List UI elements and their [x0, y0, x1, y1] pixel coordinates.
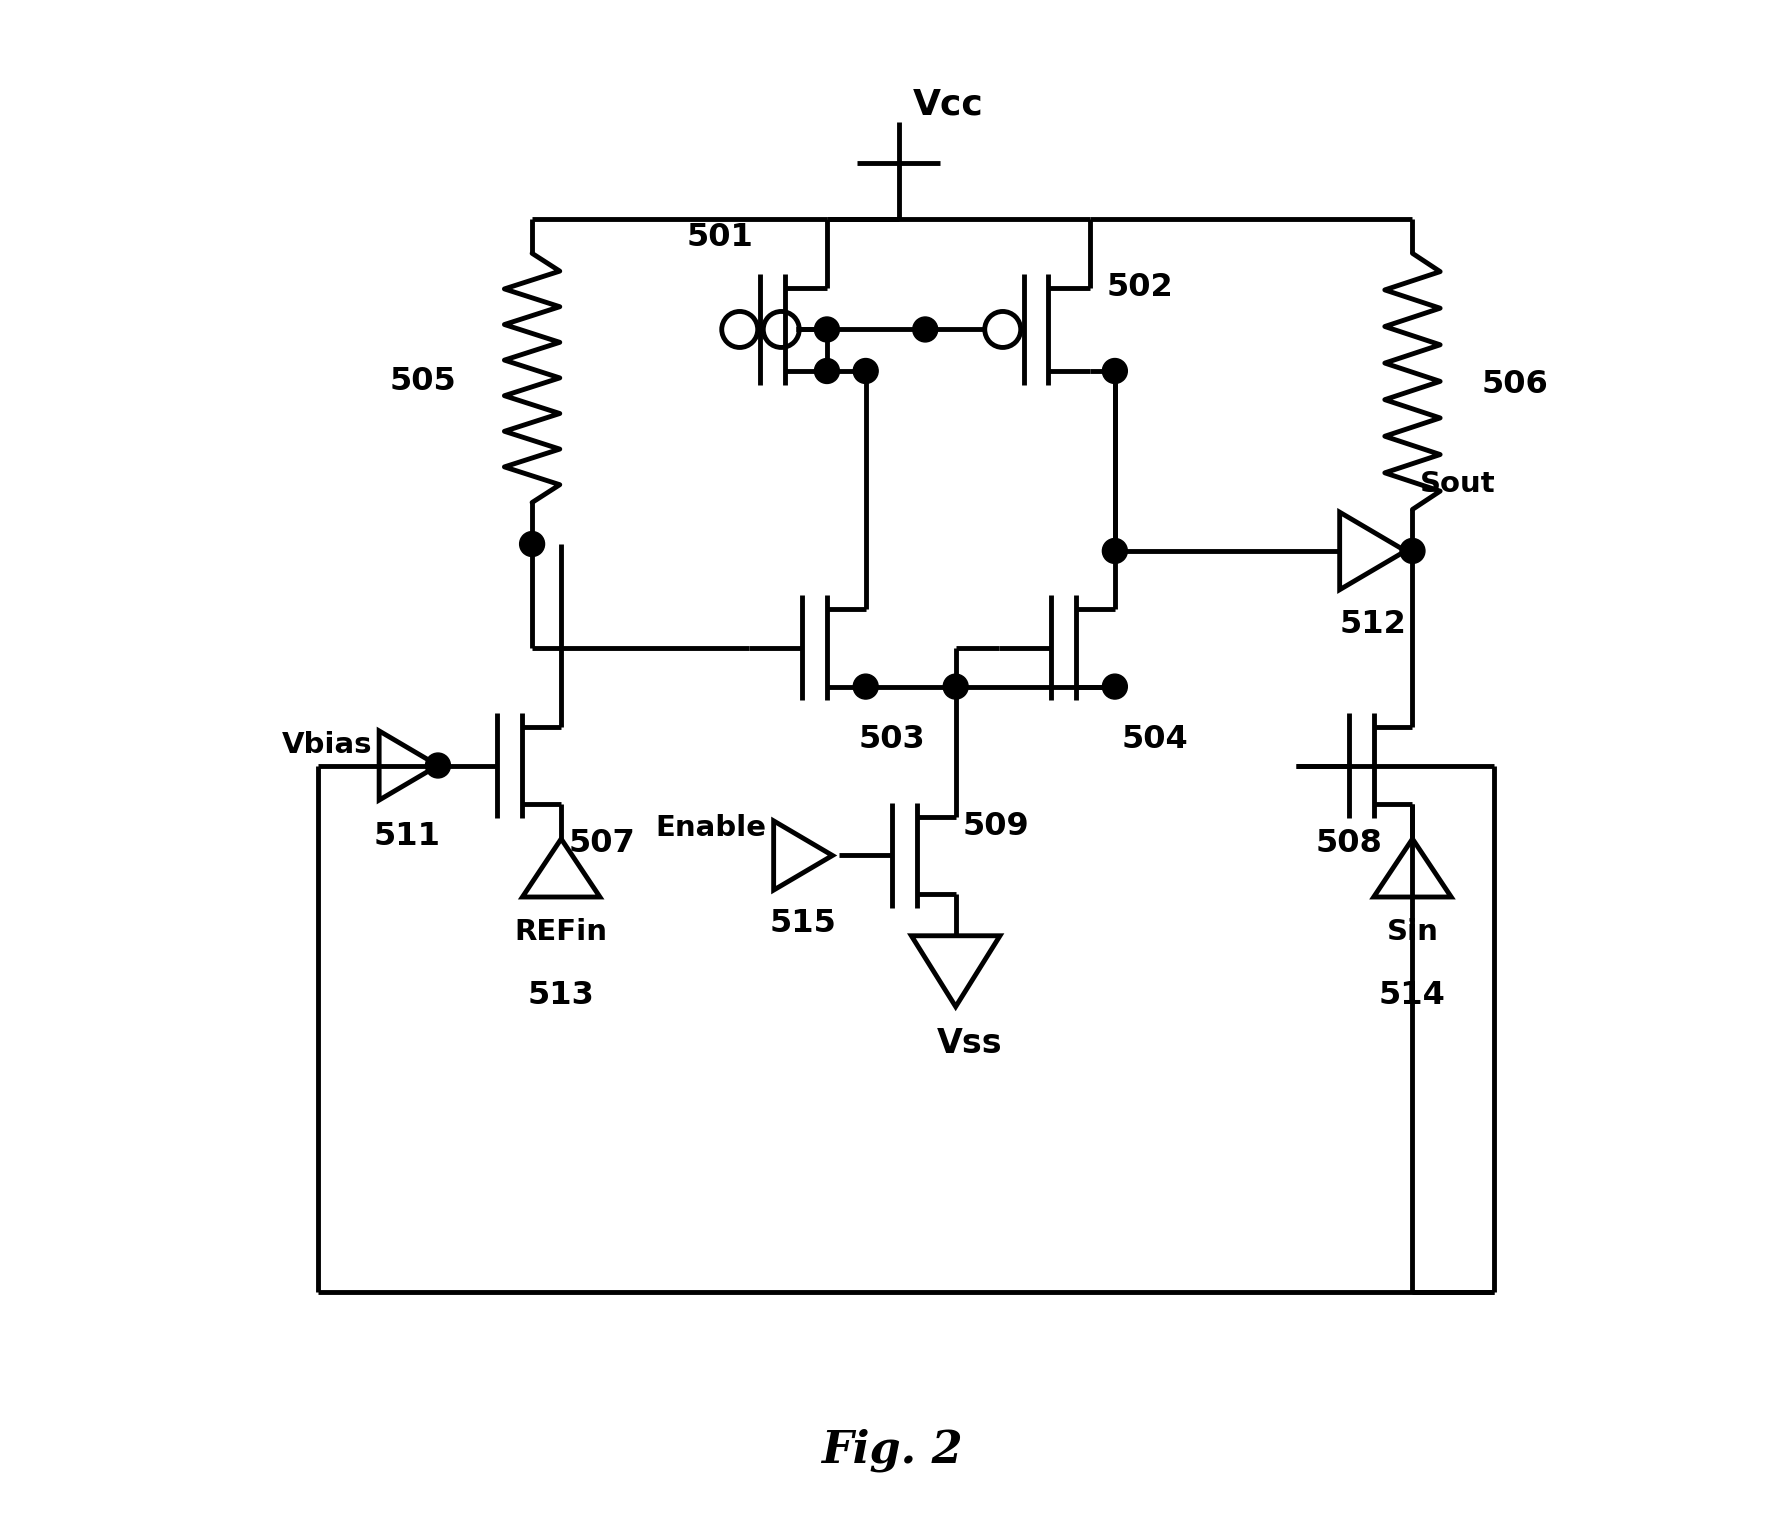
- Circle shape: [853, 358, 878, 383]
- Text: 506: 506: [1483, 369, 1549, 400]
- Text: 513: 513: [528, 980, 594, 1010]
- Circle shape: [815, 317, 840, 341]
- Circle shape: [1103, 539, 1127, 563]
- Circle shape: [1103, 674, 1127, 700]
- Circle shape: [913, 317, 938, 341]
- Text: 509: 509: [963, 810, 1029, 842]
- Text: 503: 503: [858, 724, 926, 755]
- Text: 504: 504: [1122, 724, 1188, 755]
- Circle shape: [426, 753, 450, 778]
- Text: 501: 501: [687, 222, 753, 253]
- Text: 507: 507: [567, 828, 635, 859]
- Text: 502: 502: [1106, 273, 1174, 303]
- Text: Enable: Enable: [657, 813, 767, 842]
- Text: Fig. 2: Fig. 2: [821, 1428, 963, 1473]
- Text: 512: 512: [1340, 609, 1406, 640]
- Text: Vss: Vss: [937, 1027, 1003, 1061]
- Text: Vbias: Vbias: [282, 730, 373, 758]
- Circle shape: [1103, 358, 1127, 383]
- Text: 508: 508: [1315, 828, 1383, 859]
- Text: 515: 515: [769, 908, 837, 939]
- Circle shape: [853, 674, 878, 700]
- Circle shape: [815, 358, 840, 383]
- Text: 514: 514: [1379, 980, 1445, 1010]
- Text: Vcc: Vcc: [913, 87, 983, 122]
- Circle shape: [519, 531, 544, 556]
- Circle shape: [944, 674, 969, 700]
- Text: Sout: Sout: [1420, 470, 1495, 499]
- Text: Sin: Sin: [1386, 917, 1438, 946]
- Text: 511: 511: [373, 821, 441, 851]
- Text: REFin: REFin: [514, 917, 608, 946]
- Circle shape: [1400, 539, 1425, 563]
- Text: 505: 505: [389, 366, 457, 397]
